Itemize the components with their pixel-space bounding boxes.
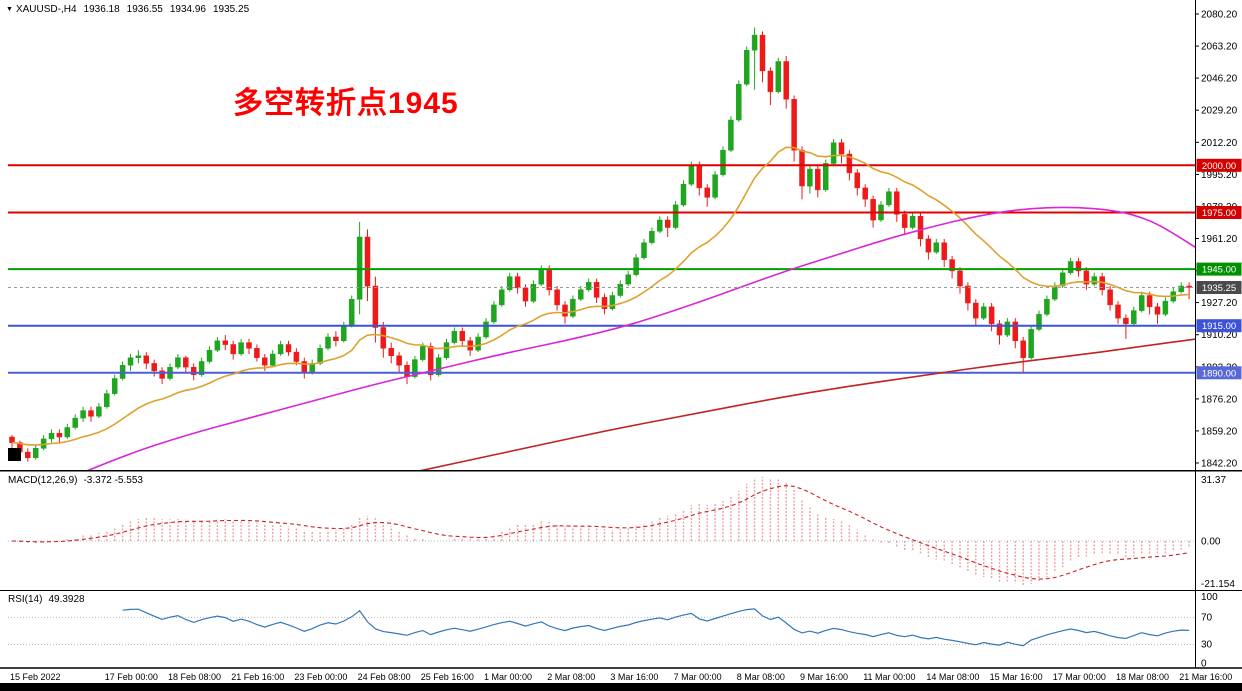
price-tag-1915.00: 1915.00: [1196, 319, 1242, 333]
macd-indicator-label: MACD(12,26,9) -3.372 -5.553: [8, 475, 149, 486]
rsi-line: [122, 608, 1190, 647]
svg-text:1859.20: 1859.20: [1201, 426, 1238, 437]
price-axis-labels: 2080.20 2063.20 2046.20 2029.20 2012.20 1995.…: [1195, 10, 1238, 470]
svg-text:2000.00: 2000.00: [1202, 161, 1236, 172]
svg-text:2012.20: 2012.20: [1201, 138, 1238, 149]
svg-text:1935.25: 1935.25: [1202, 283, 1236, 294]
svg-text:2029.20: 2029.20: [1201, 106, 1238, 117]
rsi-level-lines: [8, 616, 1195, 646]
svg-text:15 Mar 16:00: 15 Mar 16:00: [990, 672, 1043, 682]
svg-text:15 Feb 2022: 15 Feb 2022: [10, 672, 61, 682]
svg-text:18 Mar 08:00: 18 Mar 08:00: [1116, 672, 1169, 682]
ma-slow-line: [419, 338, 1195, 470]
svg-text:17 Mar 00:00: 17 Mar 00:00: [1053, 672, 1106, 682]
svg-text:11 Mar 00:00: 11 Mar 00:00: [863, 672, 915, 682]
svg-text:18 Feb 08:00: 18 Feb 08:00: [168, 672, 221, 682]
svg-text:1876.20: 1876.20: [1201, 394, 1238, 405]
current-price-tag: 1935.25: [1196, 281, 1242, 294]
svg-text:100: 100: [1201, 592, 1218, 603]
price-tag-1945.00: 1945.00: [1196, 262, 1242, 276]
bottom-border-bar: [0, 683, 1242, 691]
svg-text:7 Mar 00:00: 7 Mar 00:00: [674, 672, 722, 682]
svg-text:8 Mar 08:00: 8 Mar 08:00: [737, 672, 785, 682]
svg-text:1995.20: 1995.20: [1201, 170, 1238, 181]
macd-histogram: [19, 476, 1190, 586]
svg-text:14 Mar 08:00: 14 Mar 08:00: [926, 672, 979, 682]
symbol-timeframe-label: XAUUSD-,H4: [15, 4, 77, 15]
svg-text:1915.00: 1915.00: [1202, 321, 1236, 332]
rsi-axis-labels: 100 70 30 0: [1201, 592, 1218, 670]
svg-text:2080.20: 2080.20: [1201, 10, 1238, 21]
macd-signal-line: [11, 485, 1190, 580]
svg-text:1842.20: 1842.20: [1201, 459, 1238, 470]
panel-borders: [0, 0, 1242, 669]
price-tag-1975.00: 1975.00: [1196, 206, 1242, 219]
left-edge-marker: [8, 448, 21, 461]
svg-text:24 Feb 08:00: 24 Feb 08:00: [358, 672, 411, 682]
candlesticks: [9, 27, 1192, 462]
ma-fast-line: [11, 146, 1190, 446]
symbol-dropdown-icon[interactable]: ▼: [6, 6, 13, 13]
svg-text:9 Mar 16:00: 9 Mar 16:00: [800, 672, 848, 682]
svg-text:1927.20: 1927.20: [1201, 298, 1238, 309]
horizontal-lines: [8, 164, 1195, 374]
svg-text:21 Mar 16:00: 21 Mar 16:00: [1179, 672, 1232, 682]
svg-text:2 Mar 08:00: 2 Mar 08:00: [547, 672, 595, 682]
close-value: 1935.25: [212, 4, 250, 15]
svg-text:2063.20: 2063.20: [1201, 42, 1238, 53]
svg-text:1961.20: 1961.20: [1201, 234, 1238, 245]
annotation-text[interactable]: 多空转折点1945: [233, 87, 459, 120]
low-value: 1934.96: [169, 4, 206, 15]
svg-text:31.37: 31.37: [1201, 475, 1226, 486]
svg-text:0: 0: [1201, 659, 1207, 670]
macd-name: MACD(12,26,9): [8, 475, 78, 486]
svg-text:0.00: 0.00: [1201, 537, 1221, 548]
svg-text:2046.20: 2046.20: [1201, 74, 1238, 85]
svg-text:1 Mar 00:00: 1 Mar 00:00: [484, 672, 532, 682]
rsi-current-value: 49.3928: [48, 594, 85, 605]
svg-text:1945.00: 1945.00: [1202, 265, 1236, 276]
svg-text:30: 30: [1201, 640, 1213, 651]
svg-text:1910.20: 1910.20: [1201, 330, 1238, 341]
svg-text:3 Mar 16:00: 3 Mar 16:00: [610, 672, 658, 682]
svg-text:21 Feb 16:00: 21 Feb 16:00: [231, 672, 284, 682]
time-axis-labels: 15 Feb 2022 17 Feb 00:00 18 Feb 08:00 21 Fe…: [10, 672, 1232, 682]
price-tag-1890.00: 1890.00: [1196, 366, 1242, 380]
price-tag-2000.00: 2000.00: [1196, 158, 1242, 172]
macd-axis-labels: 31.37 0.00 -21.154: [1201, 475, 1235, 590]
rsi-indicator-label: RSI(14) 49.3928: [8, 594, 91, 605]
rsi-name: RSI(14): [8, 594, 43, 605]
svg-text:70: 70: [1201, 612, 1213, 623]
high-value: 1936.55: [126, 4, 163, 15]
svg-text:-21.154: -21.154: [1201, 579, 1235, 590]
open-value: 1936.18: [83, 4, 120, 15]
svg-text:25 Feb 16:00: 25 Feb 16:00: [421, 672, 474, 682]
svg-text:17 Feb 00:00: 17 Feb 00:00: [105, 672, 158, 682]
svg-text:23 Feb 00:00: 23 Feb 00:00: [294, 672, 347, 682]
symbol-ohlc-header: ▼ XAUUSD-,H4 1936.18 1936.55 1934.96 1935.25: [6, 4, 256, 15]
ma-mid-line: [86, 206, 1195, 470]
svg-text:1975.00: 1975.00: [1202, 208, 1236, 219]
macd-current-values: -3.372 -5.553: [83, 475, 143, 486]
svg-text:1890.00: 1890.00: [1202, 368, 1236, 379]
